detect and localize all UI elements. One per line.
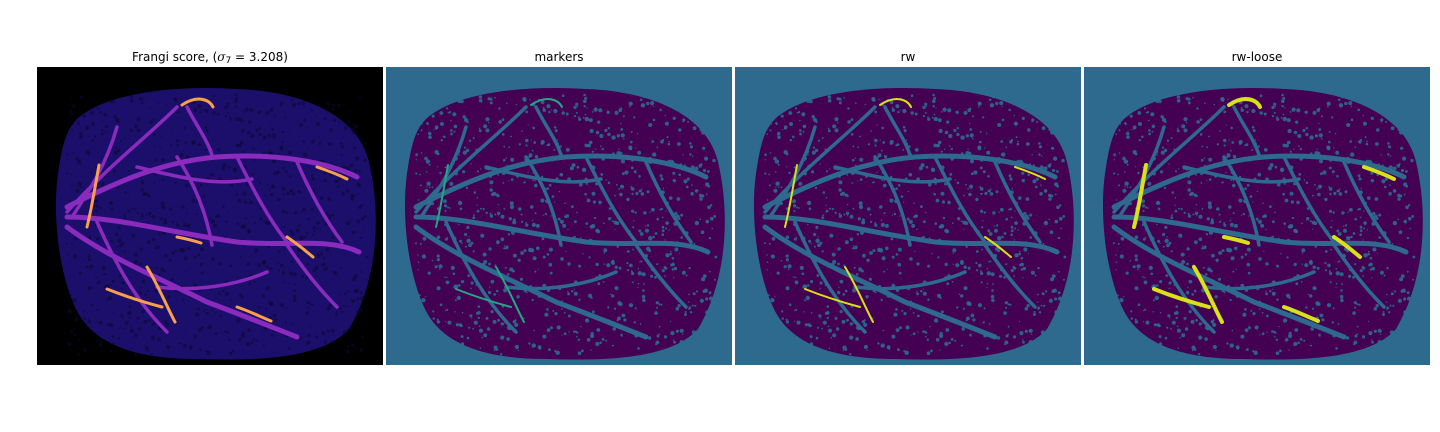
rw-loose-image [1084,67,1430,365]
vessel-network [762,105,1060,340]
sigma-symbol: σ [217,50,226,64]
texture-speckle [415,93,718,356]
image-panel-rw-loose [1084,67,1430,365]
title-prefix: Frangi score, ( [132,50,218,64]
vessel-highlights [1132,97,1396,324]
frangi-image [37,67,383,365]
image-panel-rw [735,67,1081,365]
image-panel-markers [386,67,732,365]
image-panel-frangi [37,67,383,365]
rw-image [735,67,1081,365]
panel-title-rw-loose: rw-loose [1231,50,1283,64]
panel-title-frangi: Frangi score, (σ7 = 3.208) [37,49,383,66]
vessel-highlights [85,97,349,324]
vessel-network [1111,105,1409,340]
panel-title-rw: rw [900,50,916,64]
title-suffix: = 3.208) [231,50,288,64]
vessel-network [64,105,362,340]
panel-title-markers: markers [534,50,584,64]
sigma-subscript: 7 [225,56,232,66]
vessel-highlights [784,98,1046,323]
markers-image [386,67,732,365]
texture-speckle [66,93,369,356]
vessel-highlights [435,98,563,323]
